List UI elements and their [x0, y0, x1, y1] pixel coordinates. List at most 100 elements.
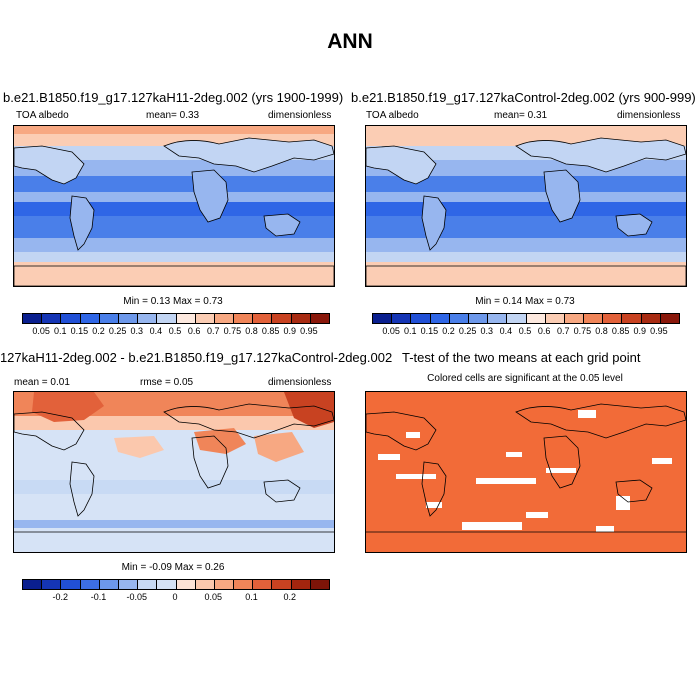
colorbar-swatch	[507, 314, 527, 323]
colorbar-swatch	[234, 314, 254, 323]
panel3-mean-label: mean = 0.01	[14, 377, 70, 388]
colorbar-tick-label: -0.1	[90, 592, 107, 602]
panel4-title: T-test of the two means at each grid poi…	[402, 350, 641, 365]
colorbar-tick-label: 0.2	[442, 326, 455, 336]
colorbar-swatch	[411, 314, 431, 323]
colorbar-tick-label: -0.2	[52, 592, 69, 602]
colorbar-tick-label: 0.75	[223, 326, 242, 336]
colorbar-tick-label: 0.3	[480, 326, 494, 336]
colorbar-tick-label: 0.85	[261, 326, 280, 336]
colorbar-tick-label: 0.9	[283, 326, 297, 336]
colorbar-swatch	[310, 580, 329, 589]
colorbar-swatch	[373, 314, 393, 323]
panel3-colorbar-ticks: -0.2 -0.1 -0.05 0 0.05 0.1 0.2	[22, 592, 328, 604]
colorbar-swatch	[138, 580, 158, 589]
panel3-rmse-label: rmse = 0.05	[140, 377, 194, 388]
colorbar-tick-label: 0.05	[32, 326, 50, 336]
colorbar-swatch	[118, 314, 139, 323]
panel4-subtitle: Colored cells are significant at the 0.0…	[427, 373, 623, 384]
colorbar-swatch	[603, 314, 623, 323]
panel2-map	[365, 125, 687, 287]
colorbar-tick-label: 0.75	[573, 326, 592, 336]
panel1-map	[13, 125, 335, 287]
colorbar-tick-label: 0.8	[595, 326, 608, 336]
colorbar-swatch	[176, 314, 196, 323]
colorbar-tick-label: -0.05	[126, 592, 148, 602]
colorbar-swatch	[430, 314, 450, 323]
colorbar-swatch	[291, 314, 311, 323]
colorbar-tick-label: 0.5	[518, 326, 532, 336]
panel2-units: dimensionless	[617, 110, 681, 121]
panel2-colorbar	[372, 313, 680, 324]
colorbar-tick-label: 0.25	[458, 326, 477, 336]
panel3-title: b.e21.B1850.f19_g17.127kaH11-2deg.002 - …	[0, 350, 393, 365]
colorbar-swatch	[291, 580, 311, 589]
colorbar-swatch	[80, 314, 100, 323]
colorbar-tick-label: 0.6	[187, 326, 201, 336]
panel2-variable-label: TOA albedo	[366, 110, 419, 121]
colorbar-swatch	[157, 580, 177, 589]
colorbar-tick-label: 0.2	[283, 592, 297, 602]
colorbar-swatch	[195, 580, 215, 589]
colorbar-swatch	[526, 314, 546, 323]
colorbar-swatch	[488, 314, 508, 323]
colorbar-tick-label: 0.9	[633, 326, 647, 336]
colorbar-swatch	[660, 314, 679, 323]
colorbar-swatch	[272, 314, 292, 323]
panel3-units: dimensionless	[268, 377, 332, 388]
panel3-map	[13, 391, 335, 553]
colorbar-swatch	[42, 314, 62, 323]
colorbar-swatch	[176, 580, 196, 589]
panel3-title-clip: b.e21.B1850.f19_g17.127kaH11-2deg.002 - …	[0, 350, 400, 368]
colorbar-swatch	[234, 580, 254, 589]
colorbar-tick-label: 0.95	[650, 326, 668, 336]
colorbar-tick-label: 0.2	[92, 326, 105, 336]
panel1-min-max: Min = 0.13 Max = 0.73	[123, 296, 223, 307]
panel1-map-graphic	[14, 126, 334, 286]
colorbar-swatch	[23, 580, 43, 589]
colorbar-swatch	[449, 314, 469, 323]
panel1-variable-label: TOA albedo	[16, 110, 69, 121]
colorbar-swatch	[138, 314, 158, 323]
colorbar-tick-label: 0.1	[53, 326, 67, 336]
colorbar-tick-label: 0.05	[204, 592, 223, 602]
colorbar-swatch	[468, 314, 489, 323]
colorbar-tick-label: 0.15	[70, 326, 89, 336]
panel3-colorbar	[22, 579, 330, 590]
colorbar-swatch	[157, 314, 177, 323]
colorbar-swatch	[545, 314, 565, 323]
panel1-colorbar-ticks: 0.05 0.1 0.15 0.2 0.25 0.3 0.4 0.5 0.6 0.7 0.75 0.8…	[22, 326, 328, 338]
panel3-min-max: Min = -0.09 Max = 0.26	[121, 562, 225, 573]
colorbar-swatch	[564, 314, 585, 323]
colorbar-tick-label: 0.4	[499, 326, 513, 336]
panel4-map-graphic	[366, 392, 686, 552]
colorbar-swatch	[195, 314, 215, 323]
colorbar-swatch	[42, 580, 62, 589]
colorbar-tick-label: 0.8	[245, 326, 258, 336]
colorbar-swatch	[23, 314, 43, 323]
colorbar-tick-label: 0.3	[130, 326, 144, 336]
panel3-map-graphic	[14, 392, 334, 552]
colorbar-tick-label: 0.05	[382, 326, 400, 336]
colorbar-tick-label: 0.6	[537, 326, 551, 336]
colorbar-swatch	[99, 580, 119, 589]
colorbar-swatch	[214, 580, 235, 589]
colorbar-swatch	[118, 580, 139, 589]
colorbar-swatch	[253, 580, 273, 589]
colorbar-swatch	[584, 314, 604, 323]
colorbar-swatch	[641, 314, 661, 323]
panel1-mean-label: mean= 0.33	[146, 110, 200, 121]
colorbar-tick-label: 0.85	[611, 326, 630, 336]
colorbar-swatch	[80, 580, 100, 589]
panel1-units: dimensionless	[268, 110, 332, 121]
colorbar-tick-label: 0.5	[168, 326, 182, 336]
colorbar-swatch	[392, 314, 412, 323]
panel1-colorbar	[22, 313, 330, 324]
colorbar-tick-label: 0.7	[206, 326, 220, 336]
colorbar-swatch	[61, 314, 81, 323]
colorbar-tick-label: 0.4	[149, 326, 163, 336]
panel2-min-max: Min = 0.14 Max = 0.73	[475, 296, 575, 307]
figure-title: ANN	[327, 30, 373, 53]
colorbar-swatch	[214, 314, 235, 323]
colorbar-tick-label: 0.1	[403, 326, 417, 336]
